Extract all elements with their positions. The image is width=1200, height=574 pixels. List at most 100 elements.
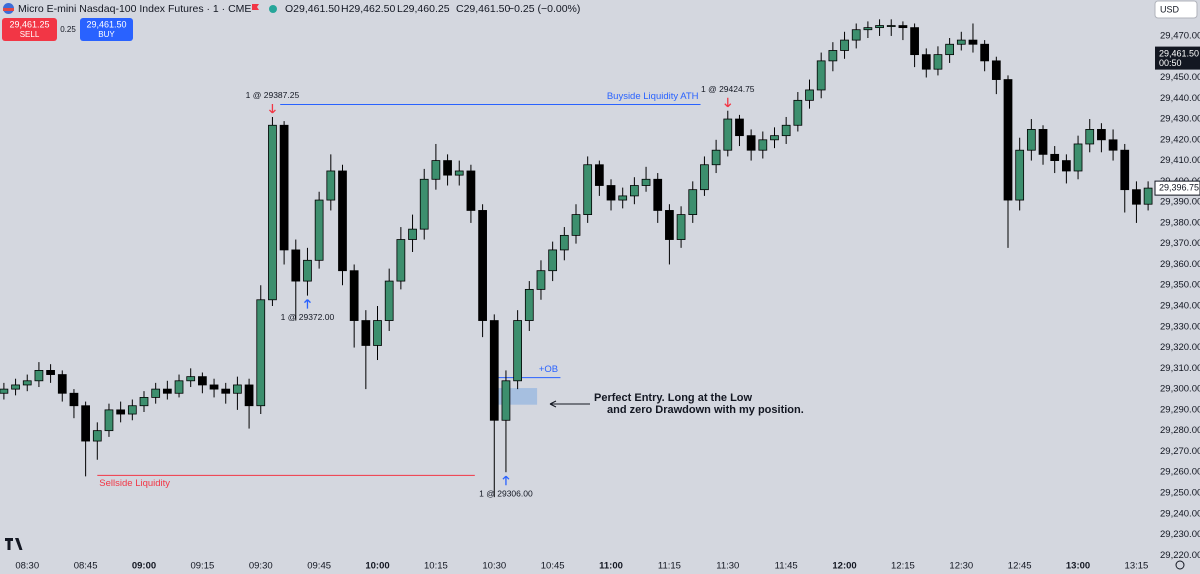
candle-body	[793, 99, 803, 126]
x-tick-label: 09:00	[132, 561, 156, 572]
flag-stripe	[3, 8, 14, 11]
y-tick-label: 29,420.00	[1160, 134, 1200, 145]
x-tick-label: 09:15	[190, 561, 214, 572]
price-tag-label: 29,461.50	[1159, 48, 1199, 58]
y-tick-label: 29,390.00	[1160, 197, 1200, 208]
candle-body	[945, 43, 954, 56]
y-tick-label: 29,220.00	[1160, 550, 1200, 561]
candle-body	[419, 178, 429, 230]
candle-body	[349, 270, 359, 321]
ohlc-high: H29,462.50	[341, 3, 395, 15]
price-tag-countdown: 00:50	[1159, 58, 1182, 68]
candle-body	[594, 164, 604, 186]
candle-body	[559, 234, 569, 251]
candle-body	[513, 320, 522, 382]
x-tick-label: 09:45	[307, 561, 331, 572]
buy-button[interactable]	[80, 18, 133, 41]
candle-body	[279, 124, 289, 251]
candle-body	[980, 43, 990, 62]
status-dot	[269, 5, 277, 13]
candle-body	[198, 376, 207, 386]
y-tick-label: 29,380.00	[1160, 217, 1200, 228]
candle-body	[921, 54, 931, 70]
currency-button[interactable]	[1154, 0, 1198, 19]
y-tick-label: 29,450.00	[1160, 72, 1200, 83]
candle-body	[968, 39, 978, 45]
candle-body	[571, 214, 581, 236]
candle-body	[630, 185, 639, 197]
candle-body	[606, 185, 616, 201]
sell-arrow	[724, 97, 732, 108]
candle-body	[781, 124, 791, 137]
candle-body	[1003, 79, 1013, 201]
plot: Buyside Liquidity ATH Sellside Liquidity +…	[0, 19, 1153, 498]
candle-body	[746, 135, 756, 151]
candle-body	[851, 29, 861, 41]
x-tick-label: 11:00	[599, 561, 623, 572]
settings-icon[interactable]	[1175, 560, 1185, 570]
candle-body	[805, 89, 814, 101]
candle-body	[244, 384, 254, 407]
candle-body	[326, 170, 336, 201]
y-tick-label: 29,440.00	[1160, 93, 1200, 104]
price-tag-label: 29,396.75	[1159, 182, 1199, 192]
x-tick-label: 13:00	[1066, 561, 1090, 572]
candle-body	[886, 25, 896, 27]
callout-line: and zero Drawdown with my position.	[607, 404, 804, 416]
candle-body	[1050, 153, 1060, 161]
trade-label: 1 @ 29372.00	[281, 312, 335, 322]
candle-body	[1097, 129, 1106, 141]
candle-body	[618, 195, 628, 201]
x-tick-label: 10:30	[482, 561, 506, 572]
flag	[252, 4, 259, 10]
candle-body	[139, 397, 149, 407]
sell-arrow	[268, 103, 276, 114]
y-tick-label: 29,280.00	[1160, 425, 1200, 436]
candle-body	[303, 259, 312, 282]
trade-label: 1 @ 29306.00	[479, 488, 533, 498]
candle-body	[676, 214, 686, 240]
x-tick-label: 10:15	[424, 561, 448, 572]
candle-body	[361, 320, 371, 346]
candle-body	[127, 405, 137, 415]
candle-body	[104, 409, 114, 432]
candle-body	[688, 189, 698, 216]
y-tick-label: 29,290.00	[1160, 404, 1200, 415]
candle-body	[956, 39, 966, 45]
level-label: Sellside Liquidity	[99, 478, 170, 489]
candle-body	[373, 320, 382, 346]
price-tag	[1154, 180, 1200, 196]
candle-body	[162, 388, 172, 394]
ohlc-open: O29,461.50	[285, 3, 340, 15]
candle-body	[910, 27, 919, 56]
candle-body	[0, 388, 9, 394]
candle-body	[816, 60, 826, 91]
x-tick-label: 08:45	[74, 561, 98, 572]
candle-body	[478, 210, 487, 321]
candle-body	[548, 249, 558, 272]
candle-body	[653, 178, 663, 211]
candle-body	[454, 170, 464, 176]
candle-body	[34, 370, 44, 382]
currency: USD	[1160, 4, 1180, 14]
candle-body	[338, 170, 347, 272]
sell-button[interactable]	[2, 18, 57, 41]
x-tick-label: 09:30	[249, 561, 273, 572]
candle-body	[431, 160, 441, 180]
candle-body	[1073, 143, 1083, 172]
y-tick-label: 29,360.00	[1160, 259, 1200, 270]
sell-label: SELL	[20, 30, 40, 39]
candle-body	[501, 380, 511, 421]
candle-body	[69, 392, 79, 407]
x-tick-label: 13:15	[1125, 561, 1149, 572]
y-tick-label: 29,300.00	[1160, 384, 1200, 395]
candle-body	[221, 388, 231, 394]
candle-body	[186, 376, 196, 382]
x-tick-label: 10:00	[365, 561, 389, 572]
candle-body	[1143, 187, 1153, 205]
buy-arrow	[303, 299, 311, 309]
candle-body	[151, 388, 161, 398]
